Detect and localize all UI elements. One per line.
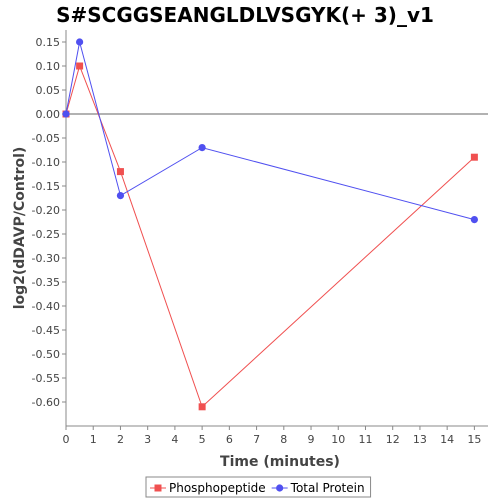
data-point [198,403,206,411]
y-tick-label: -0.35 [32,276,60,289]
x-tick-label: 11 [358,433,372,446]
data-point [470,153,478,161]
x-tick-label: 5 [199,433,206,446]
data-point [76,62,84,70]
y-tick-label: -0.60 [32,396,60,409]
legend-label: Phosphopeptide [169,481,266,495]
y-tick-label: 0.10 [36,60,61,73]
y-tick-label: 0.05 [36,84,61,97]
y-tick-label: -0.50 [32,348,60,361]
x-tick-label: 7 [253,433,260,446]
series-layer [62,38,478,411]
legend-item-phosphopeptide: Phosphopeptide [150,481,266,495]
y-tick-label: -0.05 [32,132,60,145]
data-point [62,110,70,118]
y-tick-label: 0.15 [36,36,61,49]
axes: 0.15 0.10 0.05 0.00 -0.05 -0.10 -0.15 -0.20 -0.2… [32,30,488,446]
x-tick-label: 3 [144,433,151,446]
data-point [470,216,478,224]
x-tick-label: 6 [226,433,233,446]
x-tick-label: 13 [413,433,427,446]
legend-item-total-protein: Total Protein [271,481,365,495]
data-point [198,144,206,152]
legend-box [145,476,372,498]
x-tick-label: 9 [308,433,315,446]
y-tick-label: -0.40 [32,300,60,313]
y-tick-label: -0.15 [32,180,60,193]
data-point [76,38,84,46]
series-total-protein [62,38,478,224]
x-tick-label: 0 [63,433,70,446]
chart-title: S#SCGGSEANGLDLVSGYK(+ 3)_v1 [56,3,434,27]
y-tick-label: -0.30 [32,252,60,265]
y-tick-label: -0.45 [32,324,60,337]
x-tick-label: 8 [280,433,287,446]
data-point [116,168,124,176]
y-tick-label: -0.55 [32,372,60,385]
x-tick-label: 1 [90,433,97,446]
y-tick-label: 0.00 [36,108,61,121]
legend-marker [276,484,284,492]
x-tick-label: 15 [467,433,481,446]
x-tick-label: 14 [440,433,454,446]
legend: Phosphopeptide Total Protein [145,476,372,498]
y-tick-label: -0.10 [32,156,60,169]
data-point [116,192,125,200]
legend-marker [154,484,162,492]
y-tick-label: -0.20 [32,204,60,217]
legend-label: Total Protein [290,481,365,495]
x-tick-label: 2 [117,433,124,446]
x-tick-label: 10 [331,433,345,446]
x-axis-label: Time (minutes) [220,454,340,470]
y-axis-label: log2(dDAVP/Control) [12,147,28,310]
plot-area [66,30,488,426]
x-tick-label: 4 [171,433,178,446]
y-tick-label: -0.25 [32,228,60,241]
x-tick-label: 12 [386,433,400,446]
